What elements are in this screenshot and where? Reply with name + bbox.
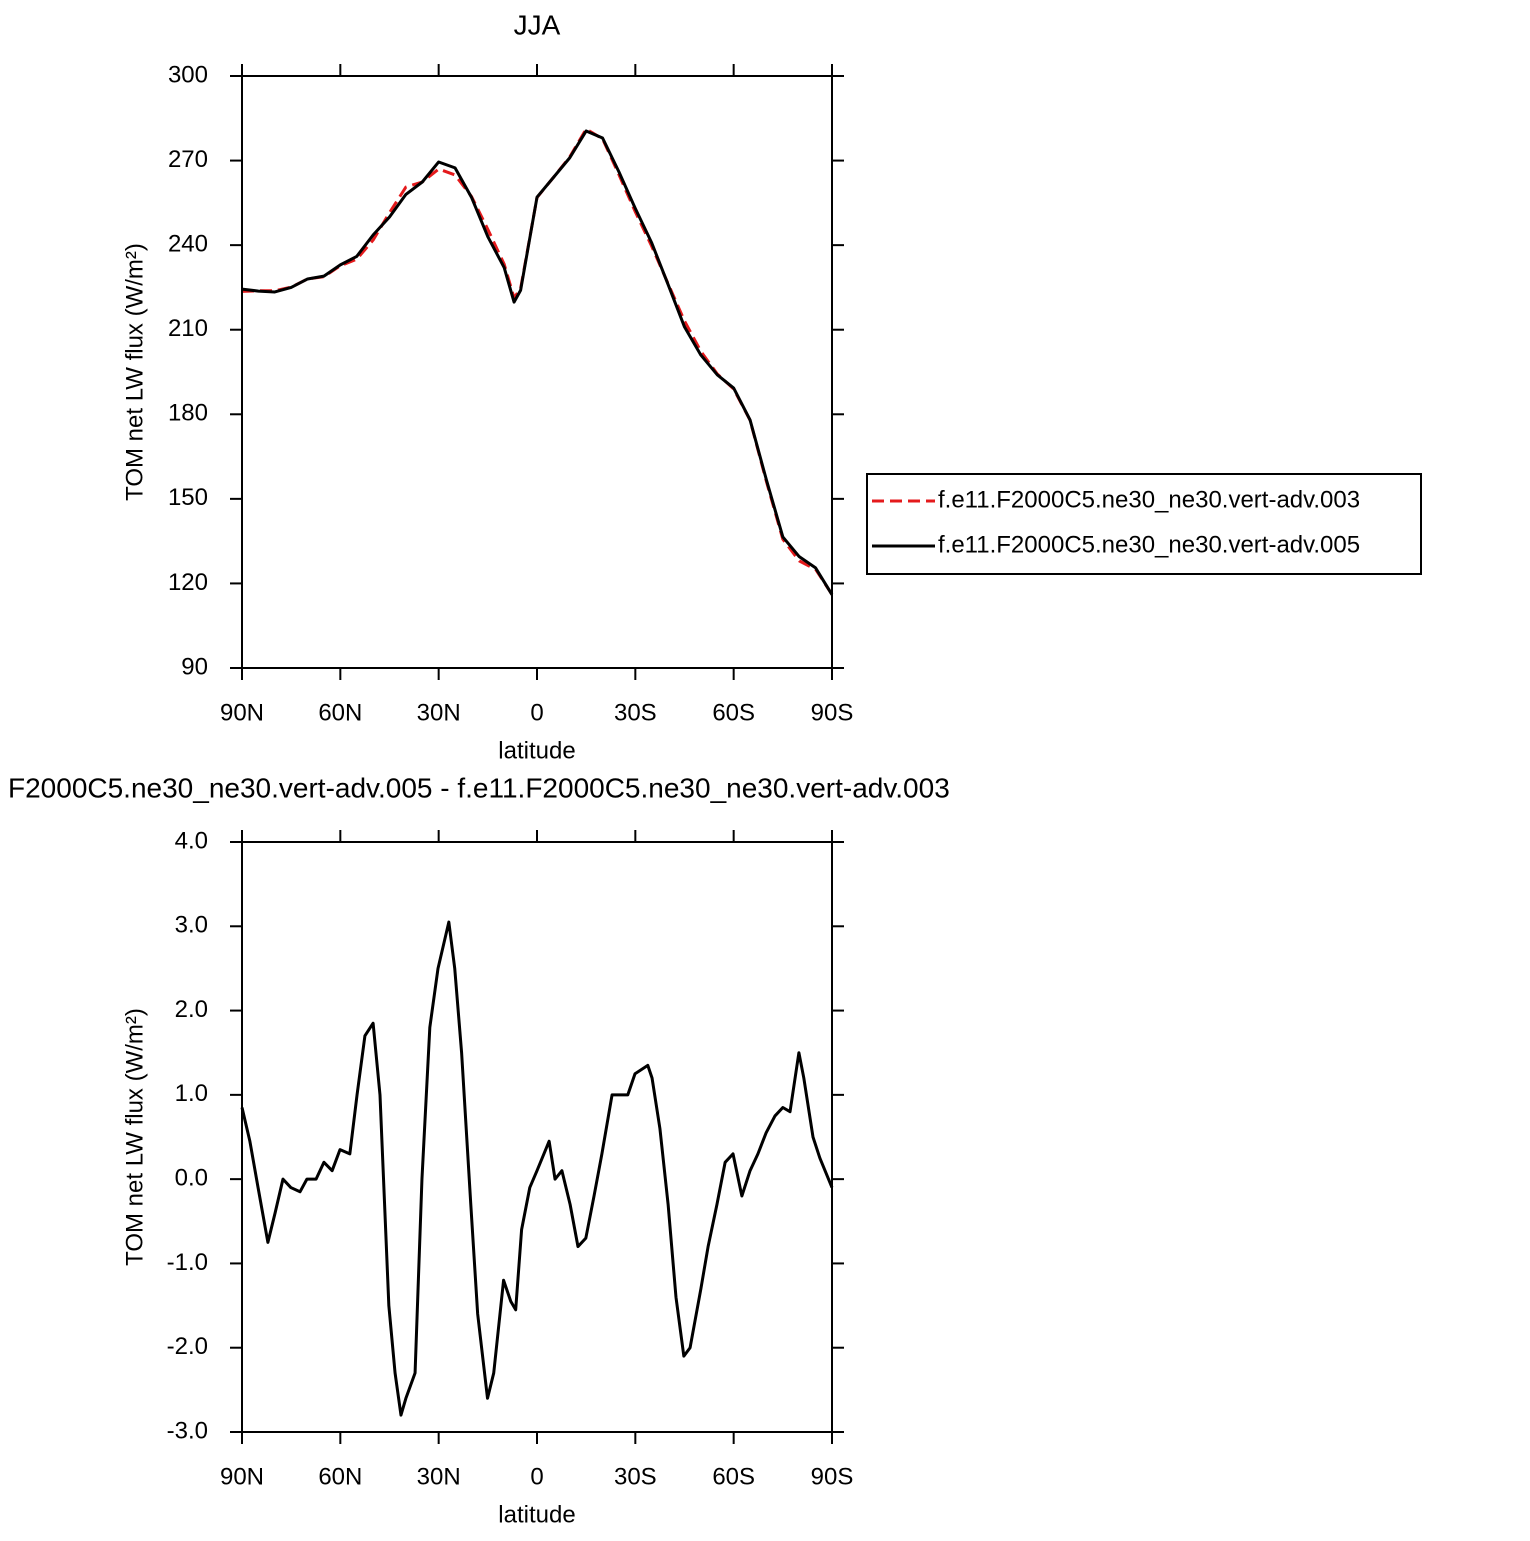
y-tick-label: -1.0 xyxy=(167,1249,208,1276)
y-tick-label: 300 xyxy=(168,61,208,88)
chart-title: F2000C5.ne30_ne30.vert-adv.005 - f.e11.F… xyxy=(8,772,950,803)
x-tick-label: 90N xyxy=(220,1463,264,1490)
y-tick-label: 240 xyxy=(168,230,208,257)
y-axis-label: TOM net LW flux (W/m²) xyxy=(121,1008,148,1266)
x-tick-label: 0 xyxy=(530,699,543,726)
x-tick-label: 60S xyxy=(712,1463,755,1490)
y-tick-label: 3.0 xyxy=(175,912,208,939)
x-tick-label: 30S xyxy=(614,1463,657,1490)
chart-title: JJA xyxy=(514,9,561,40)
x-tick-label: 60N xyxy=(318,699,362,726)
x-tick-label: 30S xyxy=(614,699,657,726)
line-series xyxy=(241,129,834,596)
y-tick-label: 1.0 xyxy=(175,1080,208,1107)
line-series xyxy=(240,920,834,1417)
legend-box xyxy=(866,473,1422,575)
y-tick-label: 4.0 xyxy=(175,827,208,854)
legend-label: f.e11.F2000C5.ne30_ne30.vert-adv.005 xyxy=(938,531,1360,558)
x-axis-label: latitude xyxy=(498,1501,575,1528)
y-tick-label: 180 xyxy=(168,400,208,427)
y-tick-label: 0.0 xyxy=(175,1164,208,1191)
x-tick-label: 30N xyxy=(417,699,461,726)
x-axis-label: latitude xyxy=(498,737,575,764)
y-axis-label: TOM net LW flux (W/m²) xyxy=(121,243,148,501)
x-tick-label: 90N xyxy=(220,699,264,726)
y-tick-label: -2.0 xyxy=(167,1333,208,1360)
x-tick-label: 60N xyxy=(318,1463,362,1490)
legend-label: f.e11.F2000C5.ne30_ne30.vert-adv.003 xyxy=(938,486,1360,513)
y-tick-label: -3.0 xyxy=(167,1417,208,1444)
x-tick-label: 30N xyxy=(417,1463,461,1490)
y-tick-label: 120 xyxy=(168,569,208,596)
y-tick-label: 150 xyxy=(168,484,208,511)
x-tick-label: 90S xyxy=(811,699,854,726)
y-tick-label: 270 xyxy=(168,146,208,173)
plot-frame xyxy=(241,841,833,1433)
y-tick-label: 210 xyxy=(168,315,208,342)
x-tick-label: 90S xyxy=(811,1463,854,1490)
x-tick-label: 0 xyxy=(530,1463,543,1490)
y-tick-label: 2.0 xyxy=(175,996,208,1023)
y-tick-label: 90 xyxy=(181,653,208,680)
x-tick-label: 60S xyxy=(712,699,755,726)
plot-frame xyxy=(241,75,833,669)
